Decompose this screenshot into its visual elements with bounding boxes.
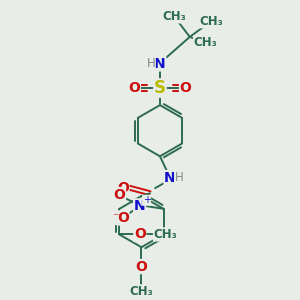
Text: ⁻: ⁻: [112, 212, 118, 224]
Text: CH₃: CH₃: [130, 285, 153, 298]
Text: +: +: [142, 195, 151, 205]
Text: O: O: [134, 227, 146, 242]
Text: O: O: [128, 81, 140, 95]
Text: O: O: [136, 260, 147, 274]
Text: CH₃: CH₃: [162, 10, 186, 23]
Text: CH₃: CH₃: [199, 15, 223, 28]
Text: CH₃: CH₃: [154, 228, 177, 241]
Text: N: N: [134, 199, 145, 213]
Text: O: O: [114, 188, 125, 202]
Text: H: H: [175, 171, 183, 184]
Text: O: O: [180, 81, 191, 95]
Text: O: O: [117, 211, 129, 225]
Text: CH₃: CH₃: [194, 36, 217, 49]
Text: S: S: [154, 79, 166, 97]
Text: O: O: [117, 181, 129, 194]
Text: N: N: [164, 171, 176, 184]
Text: H: H: [146, 57, 155, 70]
Text: N: N: [154, 57, 166, 71]
